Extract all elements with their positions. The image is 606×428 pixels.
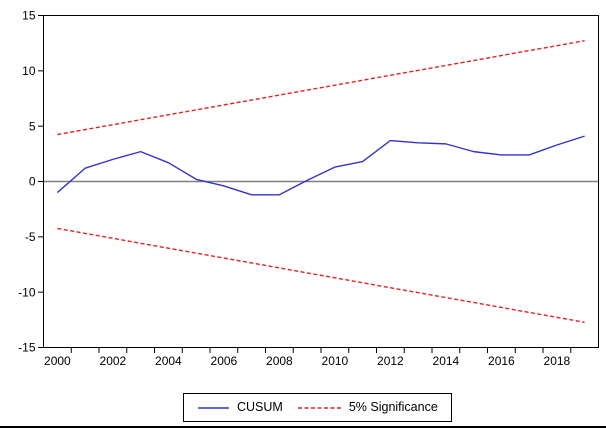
x-tick-label: 2002 (100, 354, 127, 368)
y-tick-label: 10 (22, 64, 36, 78)
chart-svg: 15 10 5 0 -5 -10 -15 2000 2002 2004 2006 2008 2010 20… (18, 9, 599, 368)
x-tick-label: 2008 (266, 354, 293, 368)
x-tick-label: 2000 (44, 354, 71, 368)
series-5-significance-lower-bound (57, 227, 585, 323)
legend-item-cusum: CUSUM (197, 401, 283, 414)
x-tick-label: 2010 (322, 354, 349, 368)
significance-line-swatch (297, 406, 341, 409)
cusum-line-swatch (198, 406, 229, 409)
y-tick-label: -5 (25, 230, 36, 244)
legend-label-significance: 5% Significance (348, 400, 438, 415)
series-5-significance-upper-bound (57, 40, 585, 136)
y-tick-label: 0 (29, 175, 36, 189)
x-tick-label: 2012 (377, 354, 404, 368)
legend: CUSUM 5% Significance (183, 393, 452, 422)
y-tick-label: 5 (29, 119, 36, 133)
x-tick-label: 2004 (155, 354, 182, 368)
x-tick-label: 2016 (488, 354, 515, 368)
plot-border (43, 15, 599, 348)
x-tick-label: 2018 (544, 354, 571, 368)
legend-label-cusum: CUSUM (237, 400, 283, 415)
x-tick-label: 2014 (433, 354, 460, 368)
series-cusum (56, 135, 585, 196)
y-tick-label: 15 (22, 9, 36, 23)
x-tick-label: 2006 (211, 354, 238, 368)
y-tick-label: -10 (18, 285, 36, 299)
y-tick-label: -15 (18, 341, 36, 355)
legend-item-significance: 5% Significance (297, 401, 438, 414)
bottom-border-rule (0, 426, 606, 428)
